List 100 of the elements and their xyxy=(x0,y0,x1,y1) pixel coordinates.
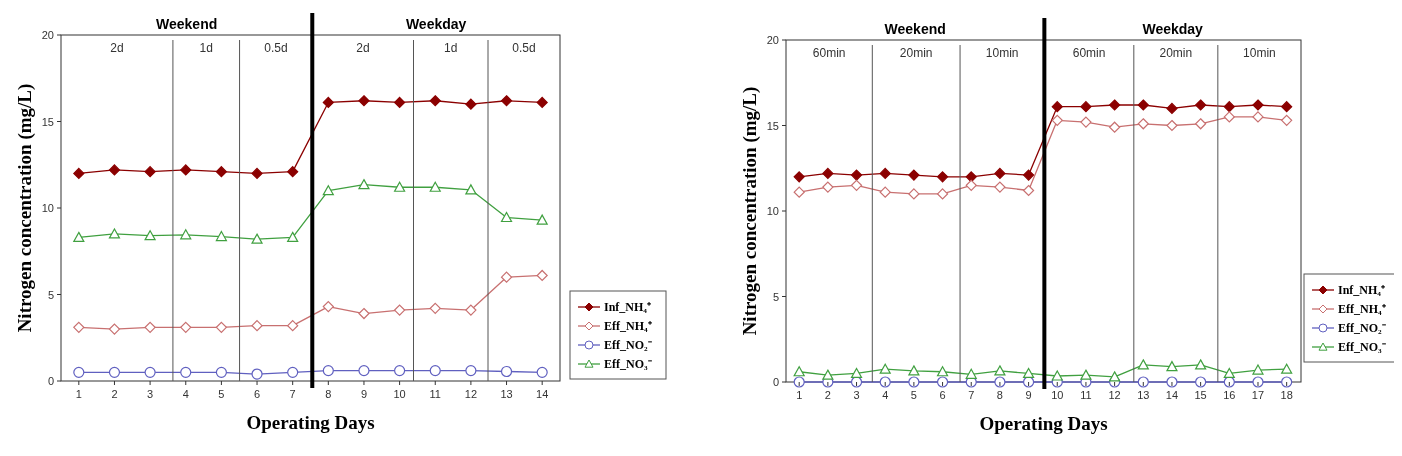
point xyxy=(1281,114,1293,126)
legend-label: Eff_NO₃⁻ xyxy=(1338,340,1386,354)
legend-label: Inf_NH₄⁺ xyxy=(1338,283,1385,297)
point xyxy=(1281,363,1293,374)
x-tick-label: 5 xyxy=(218,388,225,400)
point xyxy=(822,369,834,380)
x-tick-label: 16 xyxy=(1223,389,1236,401)
point xyxy=(358,365,370,377)
point xyxy=(144,321,156,333)
point xyxy=(1051,114,1063,126)
point xyxy=(936,376,949,388)
point xyxy=(180,229,192,240)
point xyxy=(73,321,85,333)
point xyxy=(1252,364,1264,375)
x-tick-label: 10 xyxy=(393,388,406,400)
annotation: 10min xyxy=(1243,46,1276,60)
x-tick-label: 10 xyxy=(1051,389,1064,401)
annotation: 0.5d xyxy=(264,41,288,55)
point xyxy=(287,320,299,332)
point xyxy=(879,363,891,374)
point xyxy=(1080,369,1092,380)
x-tick-label: 1 xyxy=(796,389,803,401)
point xyxy=(1223,101,1235,113)
point xyxy=(879,186,891,198)
x-tick-label: 13 xyxy=(1137,389,1150,401)
point xyxy=(994,167,1006,179)
x-tick-label: 13 xyxy=(500,388,513,400)
point xyxy=(1195,118,1207,130)
point xyxy=(287,166,299,178)
point xyxy=(358,307,370,320)
x-tick-label: 14 xyxy=(536,388,549,400)
point xyxy=(108,164,121,176)
y-tick-label: 15 xyxy=(766,119,779,132)
annotation: 60min xyxy=(1072,46,1106,60)
point xyxy=(536,214,548,225)
text: Weekday xyxy=(405,16,467,32)
y-tick-label: 0 xyxy=(47,375,54,387)
point xyxy=(1223,367,1235,379)
annotation: 60min xyxy=(812,46,846,60)
point xyxy=(394,181,406,192)
annotation: 1d xyxy=(444,41,458,55)
text: Weekday xyxy=(1142,21,1204,37)
point xyxy=(215,321,227,333)
x-tick-label: 2 xyxy=(111,388,118,400)
point xyxy=(994,365,1006,376)
point xyxy=(965,171,977,183)
x-tick-label: 7 xyxy=(968,389,975,401)
point xyxy=(465,184,477,195)
point xyxy=(1166,102,1178,114)
point xyxy=(251,233,263,244)
point xyxy=(536,96,548,109)
point xyxy=(936,171,949,183)
x-tick-label: 5 xyxy=(910,389,917,401)
x-tick-label: 4 xyxy=(882,389,889,401)
point xyxy=(1252,99,1264,111)
point xyxy=(500,365,513,378)
point xyxy=(1137,376,1149,388)
legend-label: Eff_NO₂⁻ xyxy=(1338,321,1386,335)
x-tick-label: 6 xyxy=(939,389,946,401)
y-tick-label: 5 xyxy=(47,288,54,301)
point xyxy=(822,181,834,193)
x-tick-label: 3 xyxy=(147,388,154,400)
point xyxy=(429,365,441,377)
x-tick-label: 1 xyxy=(75,388,82,400)
y-axis-title: Nitrogen concentration (mg/L) xyxy=(739,86,761,336)
point xyxy=(908,376,920,388)
point xyxy=(965,179,977,191)
point xyxy=(879,167,891,179)
point xyxy=(850,367,863,379)
point xyxy=(251,320,263,332)
point xyxy=(936,366,949,377)
point xyxy=(429,302,441,314)
point xyxy=(1080,101,1092,113)
point xyxy=(287,366,299,378)
text: Weekend xyxy=(884,21,946,37)
point xyxy=(1109,121,1121,133)
point xyxy=(465,365,477,377)
point xyxy=(1051,101,1063,113)
point xyxy=(73,231,85,243)
point xyxy=(108,366,121,378)
point xyxy=(358,179,370,190)
point xyxy=(994,181,1006,193)
x-tick-label: 3 xyxy=(853,389,860,401)
x-tick-label: 8 xyxy=(325,388,332,400)
x-tick-label: 9 xyxy=(1025,389,1032,401)
point xyxy=(429,95,441,107)
point xyxy=(144,366,156,378)
point xyxy=(536,366,548,378)
text: Weekend xyxy=(156,16,218,32)
point xyxy=(429,181,441,192)
point xyxy=(1223,111,1235,123)
point xyxy=(536,269,548,282)
point xyxy=(1137,118,1149,130)
y-tick-label: 10 xyxy=(766,205,779,217)
point xyxy=(144,166,156,178)
point xyxy=(793,186,805,198)
annotation: 1d xyxy=(199,41,213,55)
point xyxy=(215,366,227,378)
x-tick-label: 6 xyxy=(253,388,261,400)
point xyxy=(251,368,263,380)
